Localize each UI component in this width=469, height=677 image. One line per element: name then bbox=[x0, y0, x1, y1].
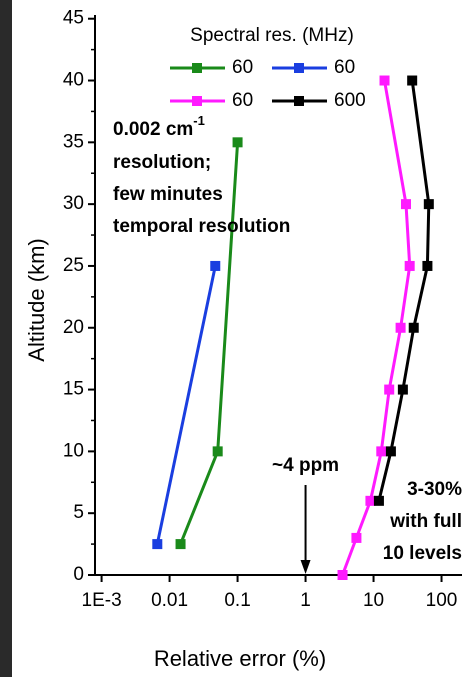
annotation: temporal resolution bbox=[113, 216, 290, 237]
point bbox=[175, 539, 186, 550]
point bbox=[384, 384, 395, 395]
point bbox=[232, 137, 243, 148]
series-line bbox=[155, 265, 217, 545]
point bbox=[407, 75, 418, 86]
point bbox=[400, 199, 411, 210]
annotation: 10 levels bbox=[383, 543, 462, 564]
annotation: resolution; bbox=[113, 152, 211, 173]
background-strip bbox=[0, 0, 12, 677]
x-tick-label: 0.1 bbox=[224, 590, 250, 611]
legend-title: Spectral res. (MHz) bbox=[190, 25, 354, 46]
y-tick-label: 35 bbox=[63, 131, 84, 152]
annotation: ~4 ppm bbox=[272, 455, 339, 476]
point bbox=[404, 260, 415, 271]
y-tick-label: 0 bbox=[73, 564, 84, 585]
legend-label: 60 bbox=[232, 57, 253, 78]
y-tick-label: 40 bbox=[63, 70, 84, 91]
point bbox=[210, 260, 221, 271]
point bbox=[397, 384, 408, 395]
y-tick-label: 25 bbox=[63, 255, 84, 276]
point bbox=[423, 199, 434, 210]
legend-label: 60 bbox=[334, 57, 355, 78]
annotation: few minutes bbox=[113, 184, 223, 205]
x-axis-title: Relative error (%) bbox=[154, 646, 326, 671]
annotation: 3-30% bbox=[407, 479, 462, 500]
y-axis-title: Altitude (km) bbox=[24, 238, 49, 361]
point bbox=[408, 322, 419, 333]
point bbox=[365, 495, 376, 506]
x-tick-label: 10 bbox=[363, 590, 384, 611]
point bbox=[212, 446, 223, 457]
legend-marker bbox=[294, 96, 304, 106]
x-tick-label: 1E-3 bbox=[82, 590, 122, 611]
y-tick-label: 5 bbox=[73, 502, 84, 523]
x-tick-label: 0.01 bbox=[151, 590, 188, 611]
annotation: 0.002 cm-1 bbox=[113, 113, 205, 140]
point bbox=[373, 495, 384, 506]
point bbox=[395, 322, 406, 333]
legend-label: 60 bbox=[232, 90, 253, 111]
point bbox=[385, 446, 396, 457]
point bbox=[337, 570, 348, 580]
legend-label: 600 bbox=[334, 90, 366, 111]
point bbox=[152, 539, 163, 550]
point bbox=[351, 532, 362, 543]
series-line bbox=[377, 80, 431, 502]
y-tick-label: 45 bbox=[63, 8, 84, 29]
arrow-head bbox=[300, 560, 311, 574]
y-tick-label: 20 bbox=[63, 317, 84, 338]
point bbox=[376, 446, 387, 457]
legend-marker bbox=[192, 63, 202, 73]
annotation: with full bbox=[389, 511, 462, 532]
point bbox=[379, 75, 390, 86]
legend-marker bbox=[192, 96, 202, 106]
x-tick-label: 100 bbox=[426, 590, 458, 611]
y-tick-label: 10 bbox=[63, 440, 84, 461]
annotation-sup: -1 bbox=[193, 113, 205, 128]
y-tick-label: 30 bbox=[63, 193, 84, 214]
y-tick-label: 15 bbox=[63, 379, 84, 400]
x-tick-label: 1 bbox=[300, 590, 311, 611]
annotation-text: 0.002 cm bbox=[113, 119, 193, 140]
point bbox=[422, 260, 433, 271]
legend-marker bbox=[294, 63, 304, 73]
